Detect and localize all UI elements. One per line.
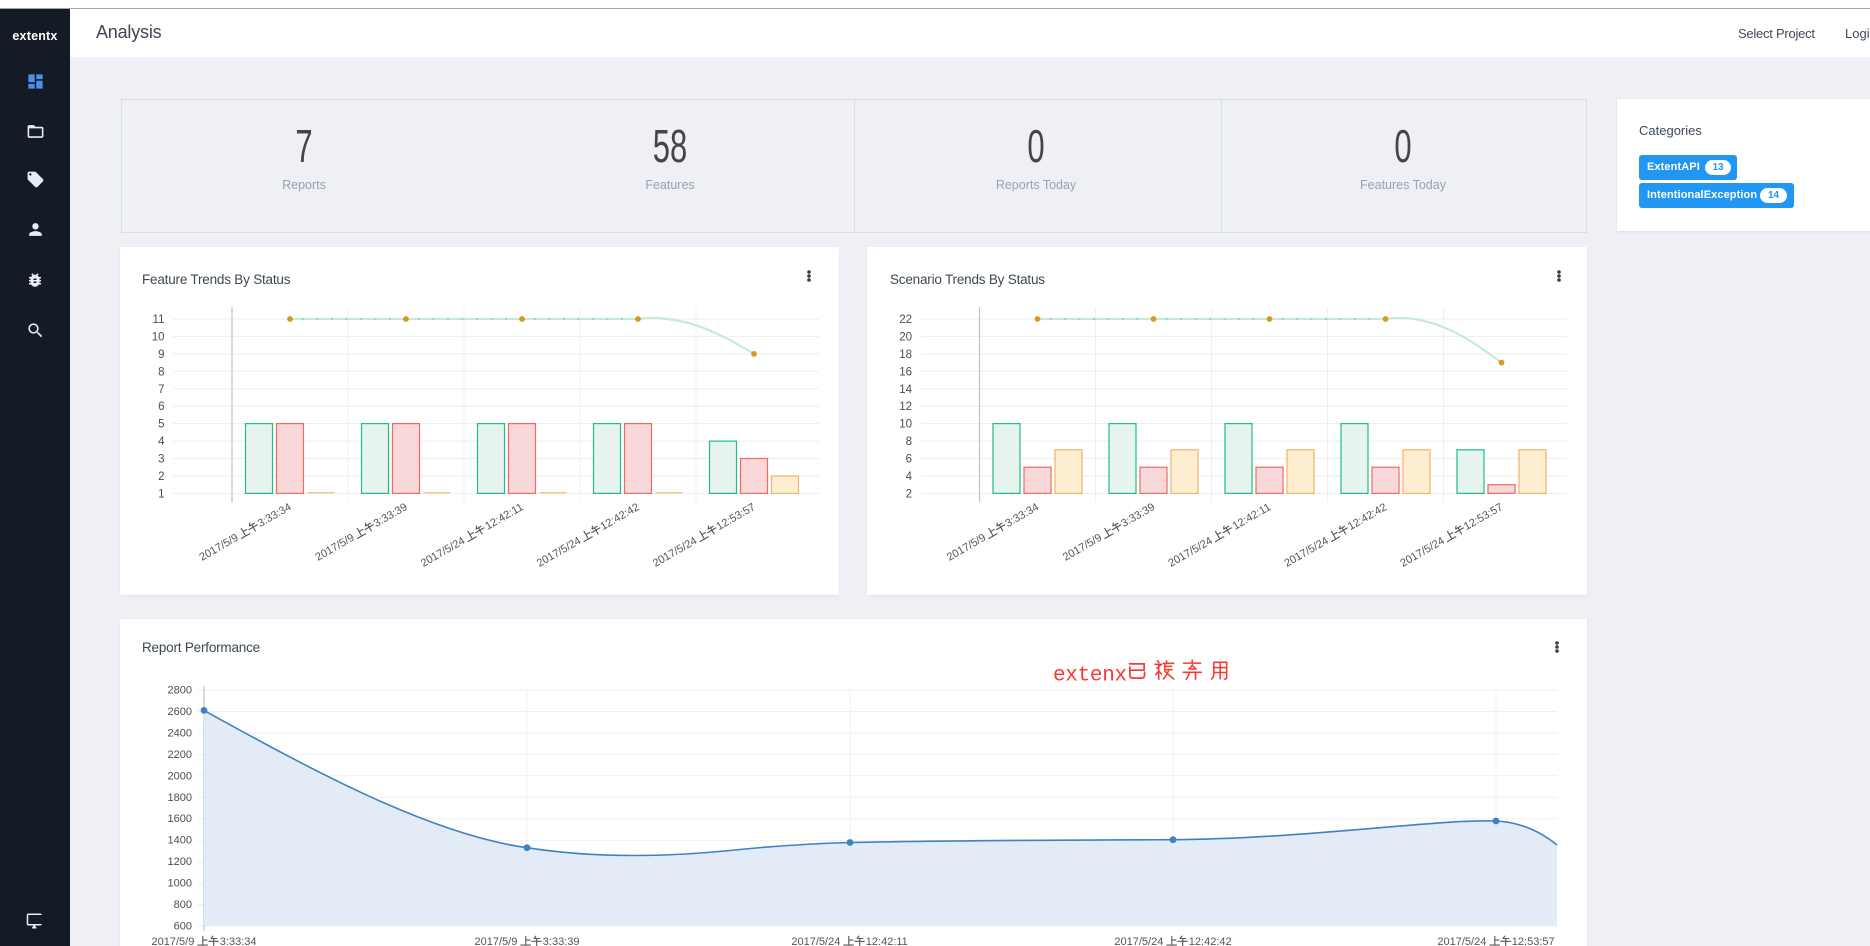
svg-text:5: 5	[158, 419, 164, 431]
svg-text:2017/5/9: 2017/5/9	[313, 532, 356, 564]
svg-text:3: 3	[158, 454, 164, 466]
svg-text:3:33:39: 3:33:39	[1119, 501, 1157, 530]
svg-text:1400: 1400	[168, 835, 192, 847]
svg-text:1200: 1200	[168, 856, 192, 868]
svg-text:2600: 2600	[168, 706, 192, 718]
svg-text:9: 9	[158, 349, 164, 361]
svg-text:2: 2	[158, 471, 164, 483]
svg-text:3:33:39: 3:33:39	[543, 936, 580, 946]
svg-text:1000: 1000	[168, 878, 192, 890]
svg-text:12:42:42: 12:42:42	[598, 501, 641, 533]
svg-text:6: 6	[158, 401, 164, 413]
svg-text:2017/5/9: 2017/5/9	[152, 936, 195, 946]
svg-text:18: 18	[899, 349, 912, 361]
svg-text:2: 2	[906, 488, 912, 500]
svg-text:4: 4	[158, 436, 165, 448]
svg-text:12:42:11: 12:42:11	[1231, 501, 1273, 532]
svg-text:4: 4	[906, 471, 913, 483]
svg-text:12:42:42: 12:42:42	[1189, 936, 1232, 946]
svg-text:2017/5/24: 2017/5/24	[1398, 535, 1446, 570]
svg-text:2800: 2800	[168, 685, 192, 697]
svg-text:11: 11	[153, 314, 165, 326]
svg-text:2017/5/9: 2017/5/9	[197, 532, 240, 564]
svg-text:extenx: extenx	[1053, 665, 1127, 688]
svg-text:2200: 2200	[168, 749, 192, 761]
svg-text:3:33:34: 3:33:34	[220, 936, 257, 946]
svg-text:2017/5/9: 2017/5/9	[1061, 532, 1104, 564]
svg-text:14: 14	[899, 384, 912, 396]
svg-text:2017/5/24: 2017/5/24	[419, 535, 467, 570]
svg-text:2017/5/24: 2017/5/24	[1437, 936, 1486, 946]
svg-text:12:53:57: 12:53:57	[1512, 936, 1555, 946]
svg-text:12:42:11: 12:42:11	[866, 936, 908, 946]
svg-text:2017/5/24: 2017/5/24	[535, 535, 583, 570]
svg-text:16: 16	[899, 366, 912, 378]
svg-text:10: 10	[899, 419, 912, 431]
svg-text:12:53:57: 12:53:57	[1462, 501, 1505, 533]
svg-text:22: 22	[899, 314, 912, 326]
svg-text:800: 800	[174, 899, 192, 911]
svg-text:12: 12	[899, 401, 912, 413]
svg-text:12:42:11: 12:42:11	[483, 501, 525, 532]
svg-text:2017/5/24: 2017/5/24	[651, 535, 699, 570]
svg-text:1800: 1800	[168, 792, 192, 804]
svg-text:12:42:42: 12:42:42	[1346, 501, 1389, 533]
svg-text:7: 7	[158, 384, 164, 396]
svg-text:8: 8	[906, 436, 912, 448]
svg-text:2017/5/24: 2017/5/24	[791, 936, 840, 946]
svg-text:3:33:34: 3:33:34	[1003, 501, 1041, 530]
svg-text:1600: 1600	[168, 813, 192, 825]
svg-text:2017/5/24: 2017/5/24	[1166, 535, 1214, 570]
svg-text:8: 8	[158, 366, 164, 378]
svg-text:2000: 2000	[168, 770, 192, 782]
svg-text:12:53:57: 12:53:57	[714, 501, 757, 533]
svg-text:2400: 2400	[168, 728, 192, 740]
svg-text:20: 20	[899, 331, 912, 343]
svg-text:2017/5/9: 2017/5/9	[475, 936, 518, 946]
svg-text:2017/5/24: 2017/5/24	[1114, 936, 1163, 946]
svg-text:10: 10	[152, 331, 165, 343]
svg-text:3:33:39: 3:33:39	[372, 501, 410, 530]
svg-text:600: 600	[174, 921, 192, 933]
svg-text:2017/5/9: 2017/5/9	[945, 532, 988, 564]
svg-text:3:33:34: 3:33:34	[256, 501, 294, 530]
svg-text:1: 1	[158, 488, 164, 500]
svg-text:6: 6	[906, 454, 912, 466]
svg-text:2017/5/24: 2017/5/24	[1282, 535, 1330, 570]
